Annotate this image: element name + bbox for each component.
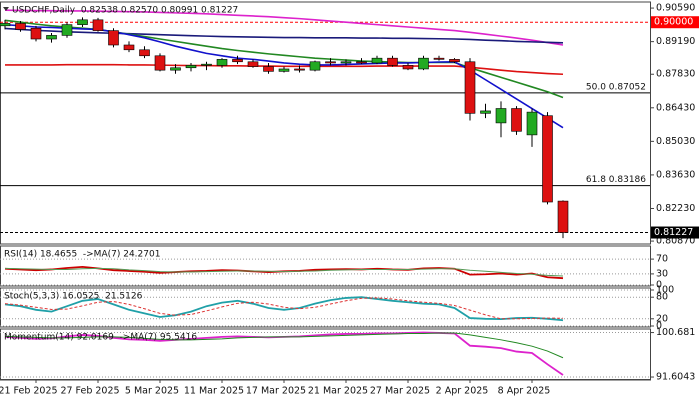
y-tick-label: 100.681 — [656, 327, 695, 338]
candle-body — [371, 57, 383, 64]
x-tick-label: 2 Apr 2025 — [436, 386, 489, 397]
candle-body — [356, 61, 367, 64]
panel-frame — [0, 245, 651, 287]
price-label: 0.81227 — [654, 227, 693, 238]
candle-body — [418, 57, 429, 70]
candle-body — [123, 44, 135, 51]
panel-frame — [0, 287, 651, 328]
moving-average — [4, 27, 564, 44]
candle-body — [46, 35, 57, 40]
candle-body — [92, 19, 104, 31]
panel-title: Momentum(14) 92.0169 ->MA(7) 95.5416 — [4, 333, 197, 343]
candle-body — [263, 66, 274, 72]
candle-body — [77, 19, 88, 25]
candle-body — [511, 108, 522, 132]
candle-body — [30, 27, 42, 40]
x-tick-label: 5 Mar 2025 — [125, 386, 179, 397]
indicator-line — [4, 267, 564, 277]
candle-body — [201, 63, 212, 66]
indicator-line — [4, 332, 564, 359]
y-tick-label: 0 — [656, 280, 662, 291]
candle-body — [340, 61, 352, 64]
candle-body — [464, 61, 476, 114]
candle-body — [526, 111, 538, 136]
y-tick-label: 20 — [656, 313, 668, 324]
candle-body — [232, 59, 243, 63]
candle-body — [15, 23, 26, 30]
candle-body — [309, 61, 321, 71]
candle-body — [294, 68, 305, 71]
x-tick-label: 27 Feb 2025 — [60, 386, 119, 397]
y-tick-label: 91.6043 — [656, 372, 695, 383]
x-tick-label: 21 Mar 2025 — [308, 386, 368, 397]
panel-title: USDCHF,Daily 0.82538 0.82570 0.80991 0.8… — [12, 6, 238, 16]
candle-body — [402, 65, 414, 70]
y-tick-label: 100 — [656, 285, 674, 296]
candle-body — [61, 24, 73, 36]
y-tick-label: 0.80870 — [656, 236, 695, 247]
x-tick-label: 27 Mar 2025 — [370, 386, 430, 397]
price-box — [651, 16, 699, 29]
candle-body — [449, 59, 460, 63]
candle-body — [139, 49, 150, 57]
candle-body — [0, 23, 11, 27]
y-tick-label: 0.83630 — [656, 169, 695, 180]
panel-title: Stoch(5,3,3) 16.0525 21.5126 — [4, 292, 143, 302]
x-tick-label: 11 Mar 2025 — [184, 386, 244, 397]
candle-body — [480, 110, 491, 114]
bottom-axis — [0, 379, 651, 380]
moving-average — [4, 9, 564, 46]
candle-body — [557, 200, 569, 233]
candle-body — [433, 57, 445, 60]
indicator-line — [4, 297, 564, 320]
candle-body — [325, 61, 336, 64]
fibo-label: 61.8 0.83186 — [586, 175, 646, 185]
y-tick-label: 0.90590 — [656, 3, 695, 14]
candle-body — [278, 68, 290, 72]
y-tick-label: 0.85030 — [656, 136, 695, 147]
y-tick-label: 80 — [656, 292, 668, 303]
panel-title: RSI(14) 18.4655 ->MA(7) 24.2701 — [4, 250, 160, 260]
candle-body — [154, 55, 166, 71]
y-tick-label: 70 — [656, 254, 668, 265]
y-tick-label: 30 — [656, 268, 668, 279]
x-tick-label: 17 Mar 2025 — [246, 386, 306, 397]
x-tick-label: 8 Apr 2025 — [498, 386, 551, 397]
panel-frame — [0, 1, 651, 245]
y-tick-label: 0.86430 — [656, 102, 695, 113]
price-box — [651, 226, 699, 239]
candle-body — [170, 67, 181, 71]
candle-body — [387, 57, 398, 66]
candle-body — [216, 59, 228, 66]
y-tick-label: 0 — [656, 321, 662, 332]
y-tick-label: 0.87830 — [656, 69, 695, 80]
price-label: 0.90000 — [654, 17, 693, 28]
y-tick-label: 0.82230 — [656, 203, 695, 214]
candle-body — [108, 30, 119, 46]
y-tick-label: 0.89190 — [656, 36, 695, 47]
fibo-label: 50.0 0.87052 — [586, 82, 646, 92]
title-icon — [3, 7, 9, 11]
x-tick-label: 21 Feb 2025 — [0, 386, 58, 397]
candle-body — [542, 115, 553, 203]
panel-frame — [0, 328, 651, 381]
candle-body — [185, 65, 197, 69]
candle-body — [247, 61, 259, 67]
candle-body — [495, 108, 507, 124]
indicator-line — [4, 296, 564, 322]
